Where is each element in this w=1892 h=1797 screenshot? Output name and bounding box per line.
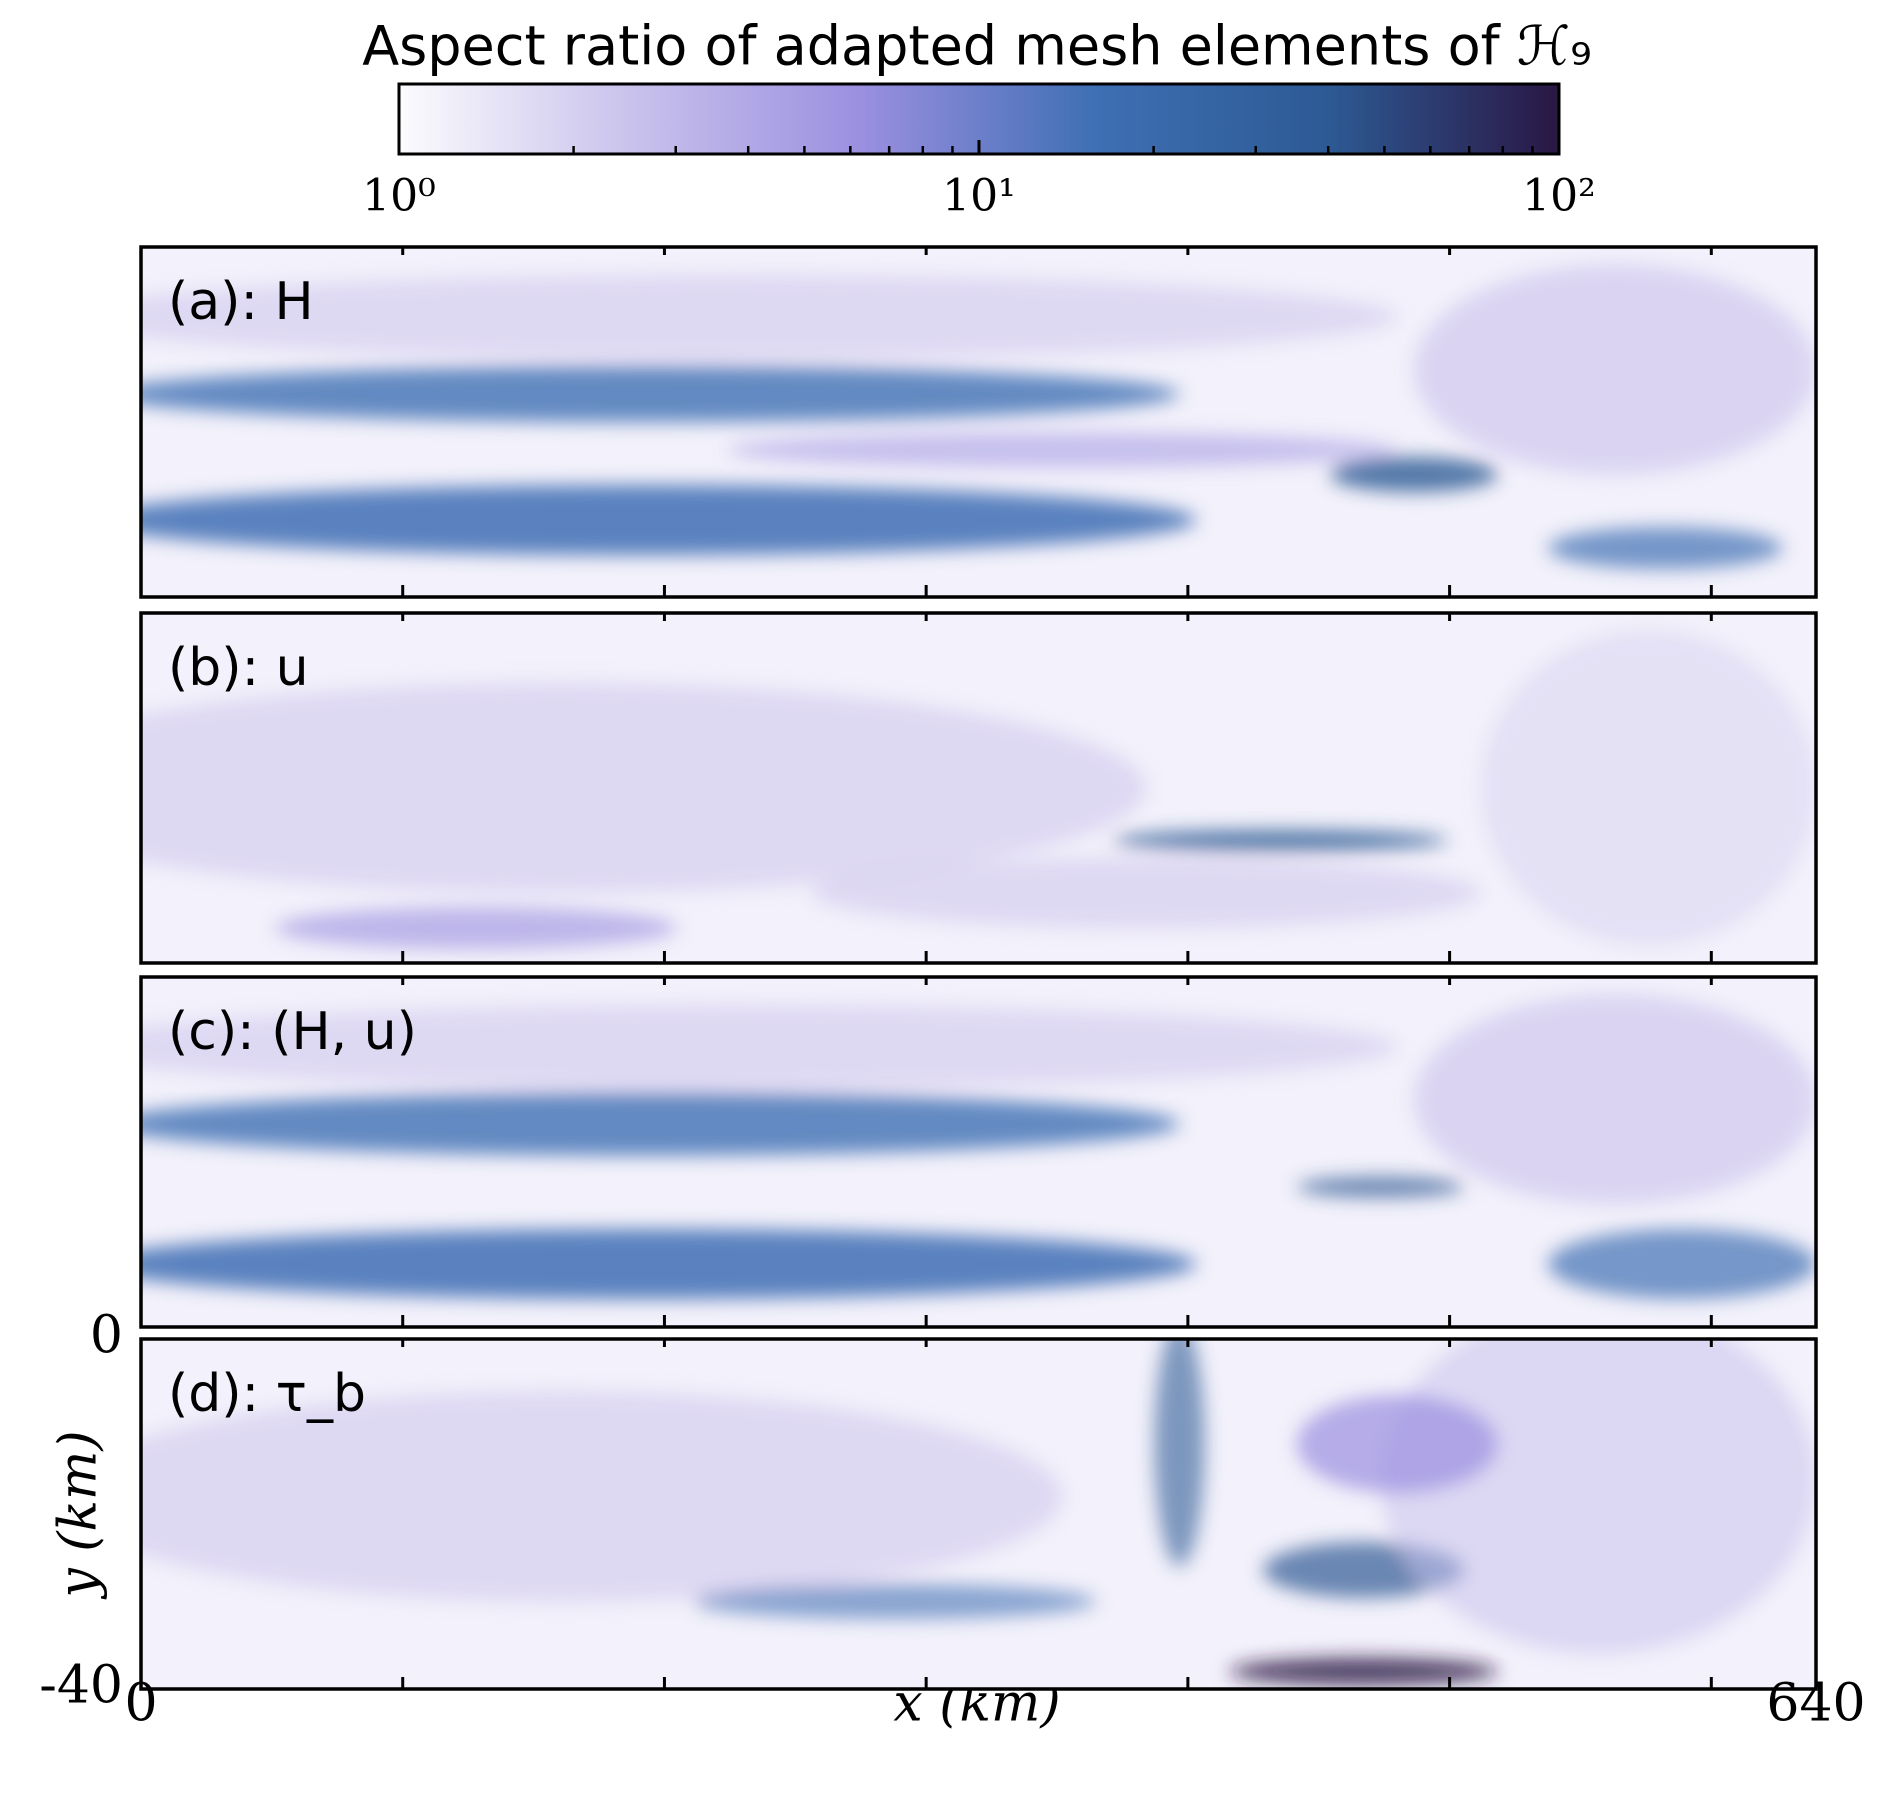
mesh-patch [693,1584,1096,1619]
mesh-patch [141,366,1180,422]
panel-frame [139,1337,1818,1691]
x-tick-label: 640 [1766,1674,1865,1734]
title: Aspect ratio of adapted mesh elements of… [362,15,1592,78]
mesh-texture [141,630,1816,949]
colorbar-tick-label: 10⁰ [362,171,436,222]
colorbar-tick-label: 10¹ [942,171,1016,222]
panel-label: (d): τ_b [168,1364,366,1424]
panel-frame [139,245,1818,599]
mesh-patch [141,1391,1063,1602]
panel-label: (a): H [168,272,314,332]
mesh-texture [141,1339,1816,1686]
mesh-patch [275,907,677,949]
mesh-patch [141,485,1197,555]
mesh-patch [1154,1339,1205,1567]
mesh-patch [1296,1395,1498,1493]
y-axis-label: y (km) [49,1430,109,1599]
mesh-texture [141,264,1816,569]
mesh-patch [1481,630,1816,946]
mesh-patch [1414,994,1816,1205]
panel-frame [139,975,1818,1329]
x-tick-label: 0 [124,1674,157,1734]
mesh-patch [141,683,1146,893]
mesh-patch [1380,1339,1816,1654]
mesh-patch [1112,830,1448,851]
mesh-patch [141,1092,1180,1156]
mesh-texture [141,994,1816,1299]
y-tick-label: -40 [39,1656,123,1716]
mesh-patch [727,432,1398,468]
colorbar-tick-label: 10² [1522,171,1596,222]
y-tick-label: 0 [90,1306,123,1366]
mesh-patch [141,1229,1197,1299]
mesh-patch [1330,457,1498,492]
mesh-patch [1548,527,1783,569]
mesh-patch [811,858,1481,928]
mesh-patch [141,1005,1398,1089]
mesh-patch [1229,1657,1498,1686]
panel-frame [139,611,1818,965]
mesh-patch [1548,1229,1816,1299]
mesh-patch [1296,1176,1465,1198]
mesh-patch [141,275,1398,359]
panel-label: (c): (H, u) [168,1002,417,1062]
mesh-patch [1414,264,1816,475]
panel-label: (b): u [168,638,309,698]
